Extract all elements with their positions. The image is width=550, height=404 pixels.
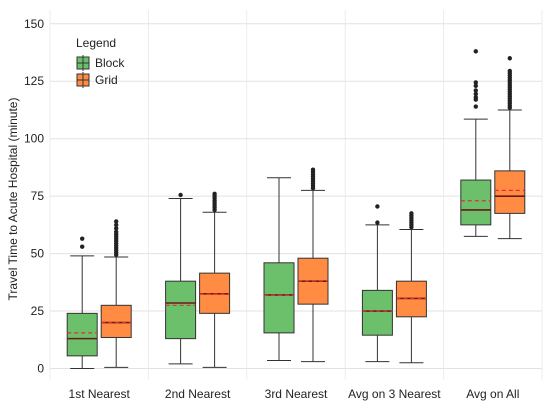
y-tick-label: 25 — [31, 304, 45, 318]
legend: Legend Block Grid — [76, 36, 125, 88]
x-tick-label: Avg on 3 Nearest — [348, 387, 441, 401]
box-block — [361, 204, 393, 363]
outlier-point — [473, 88, 478, 93]
outlier-point — [310, 167, 316, 172]
box-iqr — [361, 289, 393, 336]
box-block — [460, 49, 492, 237]
grid-lines — [49, 10, 543, 380]
outlier-point — [473, 95, 478, 100]
box-grid — [297, 167, 329, 363]
outlier-point — [473, 83, 478, 89]
outlier-point — [473, 91, 478, 97]
y-tick-label: 75 — [31, 189, 45, 203]
box-grid — [494, 56, 526, 240]
outlier-point — [80, 236, 85, 241]
y-tick-label: 150 — [24, 17, 44, 31]
outlier-point — [473, 104, 478, 109]
box-iqr — [100, 304, 132, 338]
outlier-point — [114, 226, 119, 231]
outlier-point — [375, 204, 380, 209]
box-grid — [100, 219, 132, 368]
x-tick-label: 3rd Nearest — [265, 387, 328, 401]
y-tick-label: 50 — [31, 247, 45, 261]
y-tick-label: 100 — [24, 132, 44, 146]
outlier-point — [507, 68, 512, 74]
outlier-point — [114, 222, 119, 228]
x-tick-label: 2nd Nearest — [165, 387, 231, 401]
box-iqr — [66, 312, 98, 357]
outlier-point — [114, 219, 119, 224]
legend-title: Legend — [76, 36, 116, 50]
x-tick-label: Avg on All — [466, 387, 519, 401]
outlier-point — [409, 211, 414, 216]
box-block — [165, 192, 197, 365]
y-tick-label: 125 — [24, 74, 44, 88]
outlier-point — [375, 220, 380, 225]
outlier-point — [80, 244, 85, 249]
box-block — [263, 177, 295, 361]
box-iqr — [460, 179, 492, 226]
legend-label: Block — [95, 56, 125, 70]
box-grid — [199, 191, 231, 368]
plot-area — [66, 49, 526, 370]
y-axis-title: Travel Time to Acute Hospital (minute) — [6, 98, 20, 301]
box-iqr — [263, 262, 295, 334]
x-tick-label: 1st Nearest — [69, 387, 131, 401]
legend-label: Grid — [95, 73, 118, 87]
outlier-point — [473, 80, 478, 85]
outlier-point — [473, 49, 478, 54]
outlier-point — [507, 56, 512, 61]
box-iqr — [165, 280, 197, 340]
outlier-point — [178, 192, 183, 198]
x-axis: 1st Nearest 2nd Nearest 3rd Nearest Avg on … — [69, 387, 520, 401]
y-tick-label: 0 — [37, 362, 44, 376]
y-axis: 0 25 50 75 100 125 150 — [24, 17, 44, 376]
outlier-point — [114, 229, 119, 234]
outlier-point — [212, 191, 217, 197]
box-iqr — [494, 170, 526, 214]
box-block — [66, 236, 98, 370]
box-grid — [395, 211, 427, 364]
